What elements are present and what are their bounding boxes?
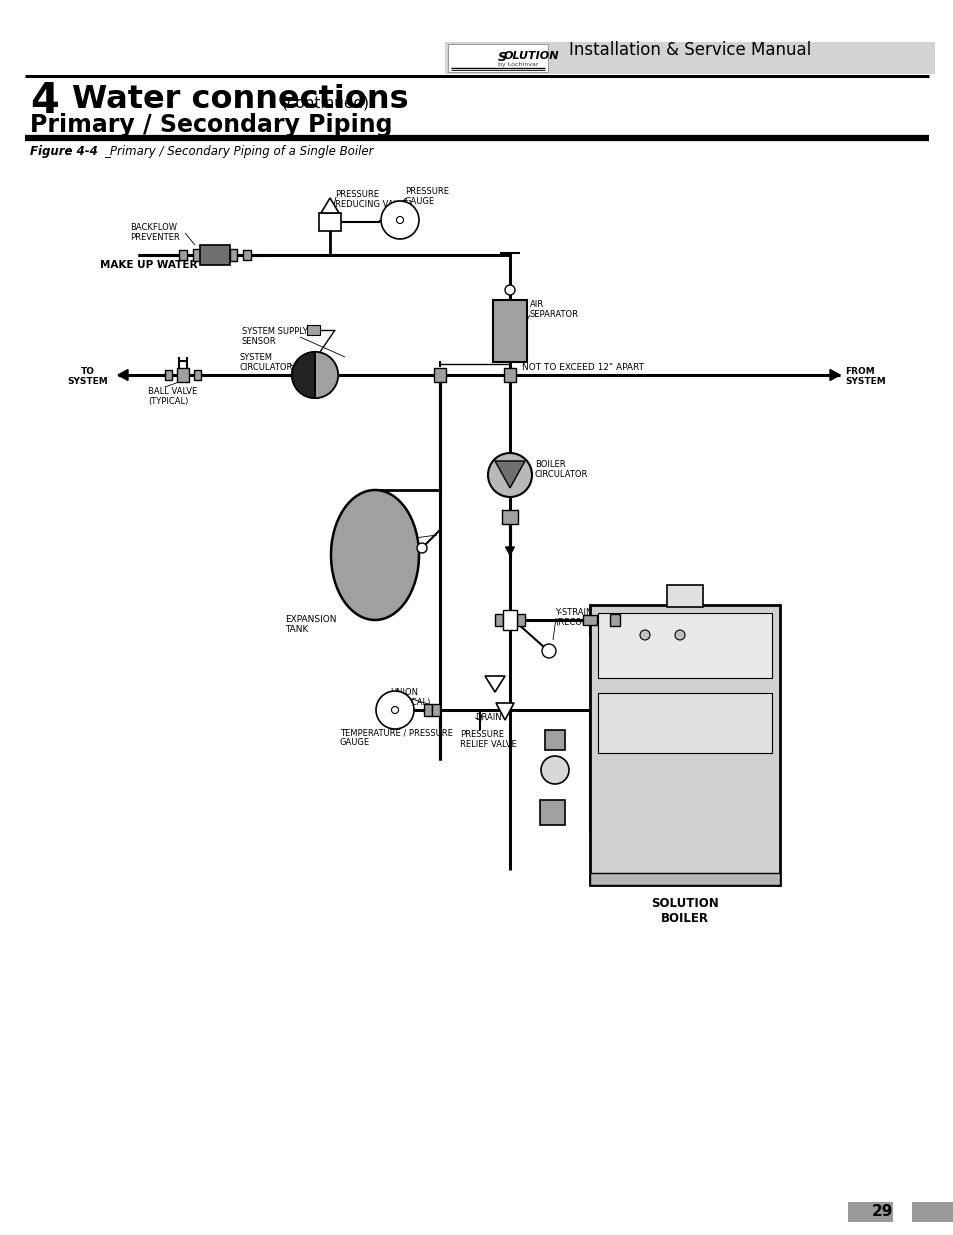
Bar	[501, 510, 517, 524]
Polygon shape	[829, 369, 840, 380]
Text: Water connections: Water connections	[71, 84, 408, 115]
Text: SOLUTION
BOILER: SOLUTION BOILER	[651, 897, 719, 925]
Text: PRESSURE
RELIEF VALVE: PRESSURE RELIEF VALVE	[459, 730, 517, 750]
Circle shape	[391, 706, 398, 714]
Ellipse shape	[331, 490, 418, 620]
Bar	[179, 249, 187, 261]
Bar	[243, 249, 251, 261]
Circle shape	[541, 643, 556, 658]
Bar	[502, 610, 517, 630]
Circle shape	[416, 543, 427, 553]
Bar	[589, 873, 780, 885]
Circle shape	[675, 630, 684, 640]
Bar	[589, 605, 780, 885]
Text: (continued): (continued)	[282, 95, 370, 110]
Bar	[432, 704, 439, 716]
Text: 29: 29	[870, 1204, 892, 1219]
Bar	[193, 249, 200, 261]
Text: DRAIN: DRAIN	[475, 713, 501, 722]
Bar	[609, 614, 619, 626]
Text: NOT TO EXCEED 12" APART: NOT TO EXCEED 12" APART	[521, 363, 643, 372]
Bar	[493, 300, 526, 362]
Text: DRAIN POINT
(TYPICAL): DRAIN POINT (TYPICAL)	[330, 540, 384, 559]
Circle shape	[639, 630, 649, 640]
Bar	[230, 249, 236, 261]
Text: BOILER
CIRCULATOR: BOILER CIRCULATOR	[535, 459, 588, 479]
Wedge shape	[292, 352, 314, 398]
Text: BALL VALVE
(TYPICAL): BALL VALVE (TYPICAL)	[148, 387, 197, 406]
Text: TEMPERATURE / PRESSURE
GAUGE: TEMPERATURE / PRESSURE GAUGE	[339, 727, 453, 747]
Text: OLUTION: OLUTION	[503, 51, 558, 61]
Bar	[582, 615, 597, 625]
Bar	[666, 585, 702, 606]
Text: PRESSURE
REDUCING VALVE: PRESSURE REDUCING VALVE	[335, 190, 408, 210]
Bar	[193, 370, 201, 380]
Bar	[598, 613, 771, 678]
Bar	[165, 370, 172, 380]
Text: PRESSURE
GAUGE: PRESSURE GAUGE	[405, 186, 449, 206]
Bar	[495, 614, 502, 626]
Text: MAKE UP WATER: MAKE UP WATER	[100, 261, 197, 270]
Text: Figure 4-4: Figure 4-4	[30, 144, 97, 158]
Text: SYSTEM
CIRCULATOR: SYSTEM CIRCULATOR	[240, 353, 294, 373]
Circle shape	[396, 216, 403, 224]
Bar	[448, 44, 547, 72]
Text: TO
SYSTEM: TO SYSTEM	[68, 367, 109, 387]
Text: 4: 4	[30, 80, 59, 122]
Bar	[517, 614, 524, 626]
Circle shape	[540, 756, 568, 784]
Text: Installation & Service Manual: Installation & Service Manual	[568, 41, 810, 59]
Polygon shape	[118, 369, 128, 380]
Bar	[544, 730, 564, 750]
Polygon shape	[505, 547, 514, 555]
Text: FROM
SYSTEM: FROM SYSTEM	[844, 367, 884, 387]
Bar	[911, 1202, 953, 1221]
Circle shape	[488, 453, 532, 496]
Circle shape	[504, 285, 515, 295]
Text: EXPANSION
TANK: EXPANSION TANK	[285, 615, 336, 635]
Text: by Lochinvar: by Lochinvar	[497, 62, 537, 67]
Bar	[444, 42, 934, 74]
Bar	[423, 704, 432, 716]
Text: SYSTEM SUPPLY
SENSOR: SYSTEM SUPPLY SENSOR	[242, 327, 308, 346]
Bar	[177, 368, 189, 382]
Text: BACKFLOW
PREVENTER: BACKFLOW PREVENTER	[130, 224, 179, 242]
Text: _Primary / Secondary Piping of a Single Boiler: _Primary / Secondary Piping of a Single …	[104, 144, 374, 158]
Text: Y-STRAINER
(RECOMMENDED): Y-STRAINER (RECOMMENDED)	[555, 608, 629, 627]
Text: Primary / Secondary Piping: Primary / Secondary Piping	[30, 112, 392, 137]
Bar	[847, 1202, 892, 1221]
Wedge shape	[314, 352, 337, 398]
Text: AIR
SEPARATOR: AIR SEPARATOR	[530, 300, 578, 320]
Bar	[318, 212, 340, 231]
Bar	[539, 800, 564, 825]
Text: UNION
(TYPICAL): UNION (TYPICAL)	[390, 688, 430, 708]
Polygon shape	[496, 703, 514, 720]
Circle shape	[292, 352, 337, 398]
Bar	[307, 325, 319, 335]
Text: S: S	[497, 51, 506, 64]
Polygon shape	[495, 461, 524, 488]
Circle shape	[380, 201, 418, 240]
Polygon shape	[320, 198, 338, 212]
Polygon shape	[484, 676, 504, 692]
Bar	[503, 368, 516, 382]
Bar	[434, 368, 446, 382]
Bar	[200, 245, 230, 266]
Circle shape	[375, 692, 414, 729]
Bar	[598, 693, 771, 753]
